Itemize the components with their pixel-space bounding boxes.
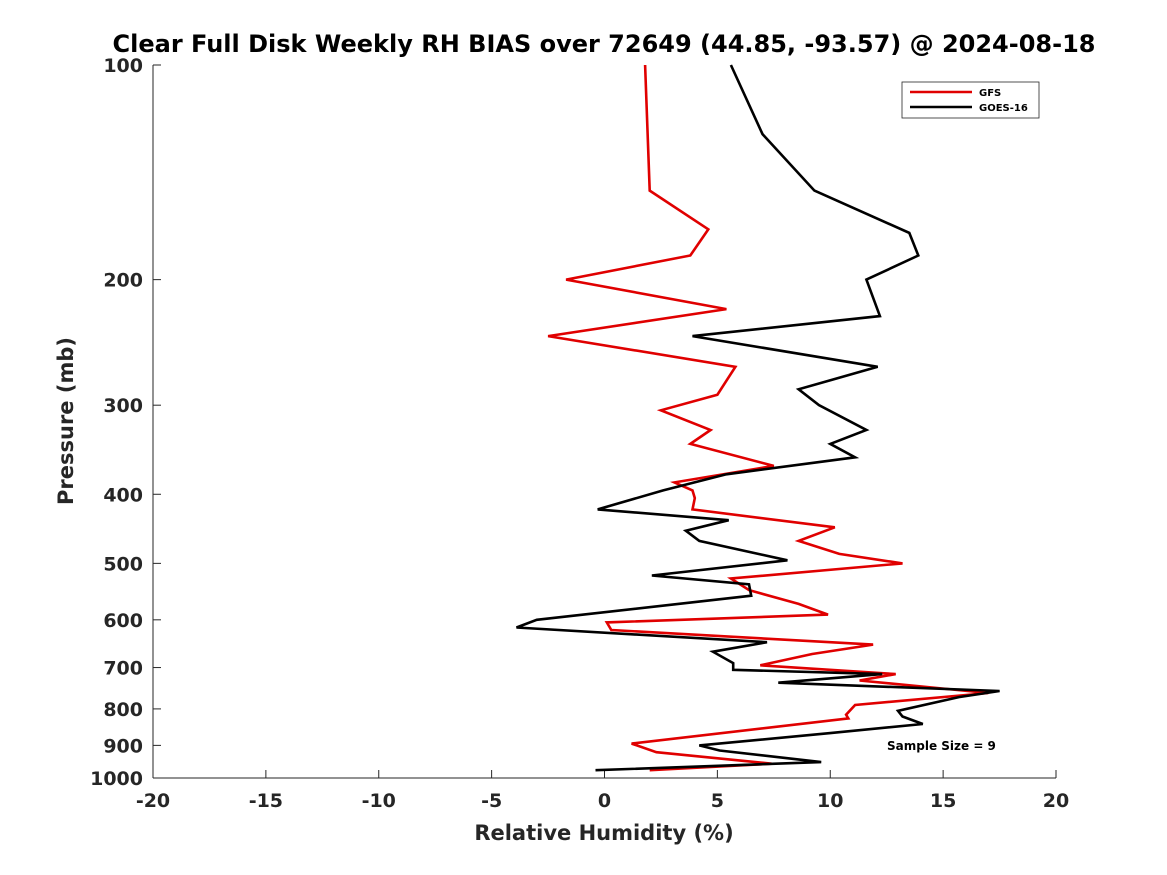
series-line-goes16 [516, 64, 1000, 772]
legend: GFS GOES-16 [901, 81, 1040, 119]
x-tick-label: 20 [1043, 790, 1069, 812]
y-tick-label: 900 [103, 735, 143, 757]
y-tick-label: 500 [103, 553, 143, 575]
x-tick-label: 0 [598, 790, 611, 812]
y-ticks: 100 200 300 400 500 600 700 800 900 1000 [90, 55, 161, 790]
y-tick-label: 300 [103, 395, 143, 417]
x-ticks: -20 -15 -10 -5 0 5 10 15 20 [136, 770, 1069, 812]
x-tick-label: 10 [817, 790, 843, 812]
x-tick-label: 5 [711, 790, 724, 812]
x-axis-label: Relative Humidity (%) [474, 821, 733, 845]
chart-title: Clear Full Disk Weekly RH BIAS over 7264… [113, 30, 1096, 58]
sample-size-annotation: Sample Size = 9 [887, 739, 996, 753]
x-tick-label: 15 [930, 790, 956, 812]
x-tick-label: -5 [481, 790, 502, 812]
legend-label-gfs: GFS [979, 88, 1001, 99]
y-axis-label: Pressure (mb) [54, 337, 78, 505]
y-tick-label: 400 [103, 484, 143, 506]
x-tick-label: -20 [136, 790, 170, 812]
y-tick-label: 600 [103, 610, 143, 632]
y-tick-label: 700 [103, 658, 143, 680]
legend-box [901, 81, 1040, 119]
series-line-gfs [547, 64, 989, 772]
series-lines [516, 64, 1000, 772]
y-tick-label: 1000 [90, 768, 143, 790]
y-tick-label: 100 [103, 55, 143, 77]
legend-label-goes16: GOES-16 [979, 103, 1028, 114]
x-tick-label: -15 [249, 790, 283, 812]
y-tick-label: 800 [103, 699, 143, 721]
y-tick-label: 200 [103, 270, 143, 292]
x-tick-label: -10 [362, 790, 396, 812]
